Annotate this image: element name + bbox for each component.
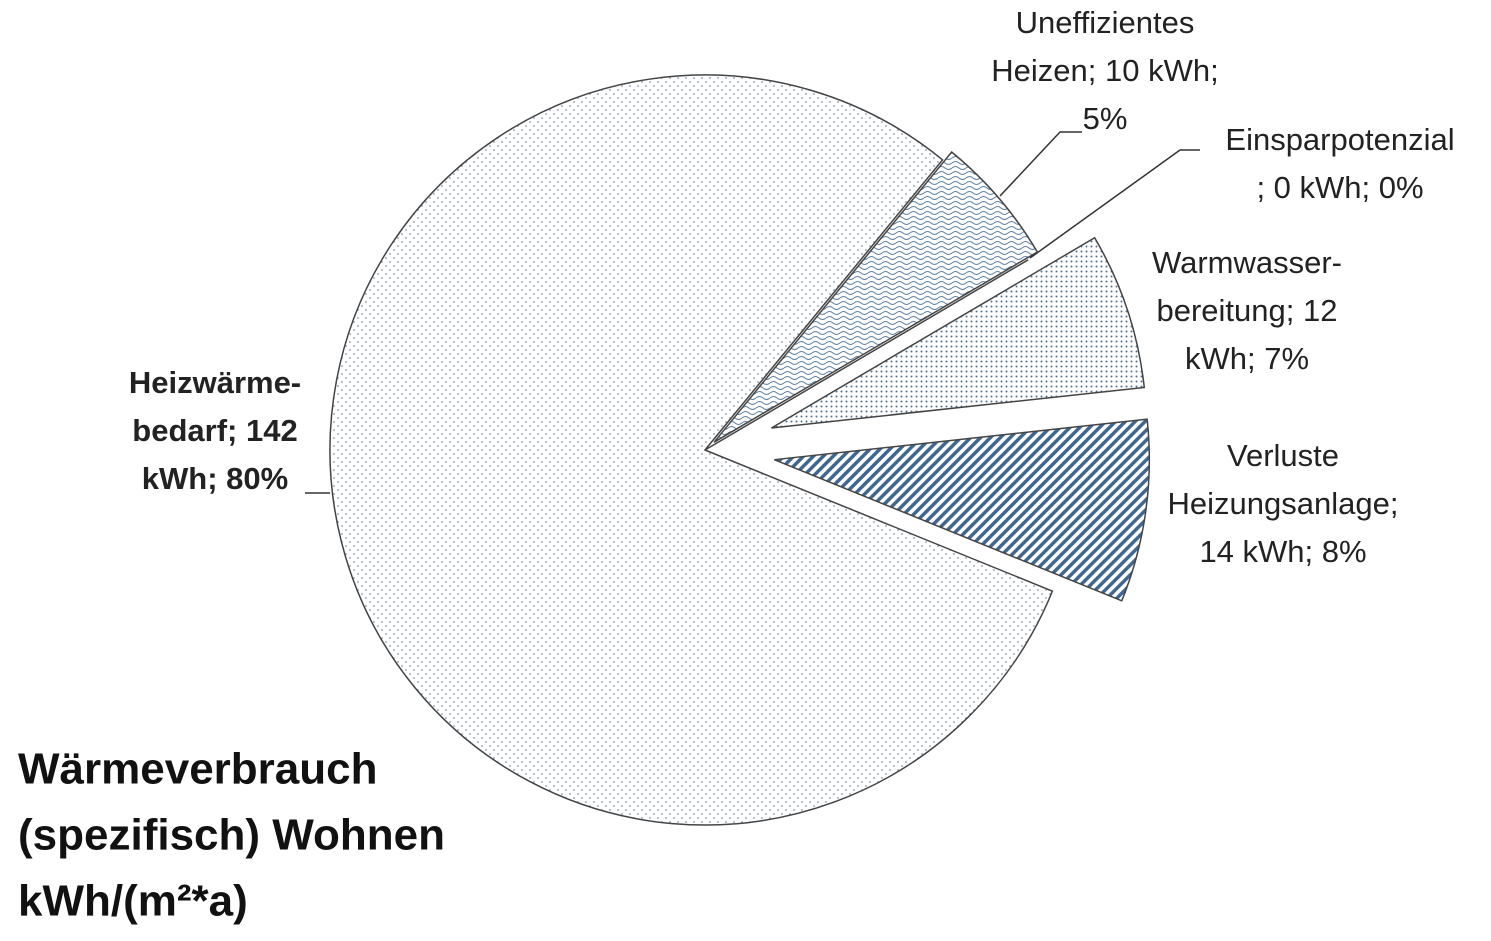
data-label: Warmwasser- <box>1152 245 1342 280</box>
leader-line <box>1029 149 1200 259</box>
pie-slice <box>774 418 1151 602</box>
data-label: kWh; 80% <box>142 461 288 496</box>
data-label: Uneffizientes <box>1016 5 1195 40</box>
pie-slice <box>704 259 1029 451</box>
pie-slice <box>713 150 1039 443</box>
data-label: Heizwärme- <box>129 365 301 400</box>
data-label: ; 0 kWh; 0% <box>1256 170 1423 205</box>
data-labels: Uneffizientes Heizen; 10 kWh; 5% Einsparpot… <box>129 5 1455 569</box>
leader-line <box>999 131 1082 197</box>
pie-slice <box>329 74 1054 826</box>
data-label: bedarf; 142 <box>132 413 297 448</box>
chart-title-line: kWh/(m²*a) <box>18 877 248 926</box>
data-label: Verluste <box>1227 438 1339 473</box>
data-label: bereitung; 12 <box>1157 293 1338 328</box>
chart-title: Wärmeverbrauch (spezifisch) Wohnen kWh/(m²… <box>18 745 445 926</box>
data-label: 5% <box>1083 101 1128 136</box>
pie <box>329 74 1151 826</box>
chart-title-line: Wärmeverbrauch <box>18 745 377 794</box>
data-label: Heizungsanlage; <box>1168 486 1399 521</box>
data-label: 14 kWh; 8% <box>1199 534 1366 569</box>
data-label: kWh; 7% <box>1185 341 1309 376</box>
data-label: Heizen; 10 kWh; <box>991 53 1218 88</box>
pie-slice <box>771 236 1146 429</box>
data-label: Einsparpotenzial <box>1225 122 1454 157</box>
chart-title-line: (spezifisch) Wohnen <box>18 811 445 860</box>
